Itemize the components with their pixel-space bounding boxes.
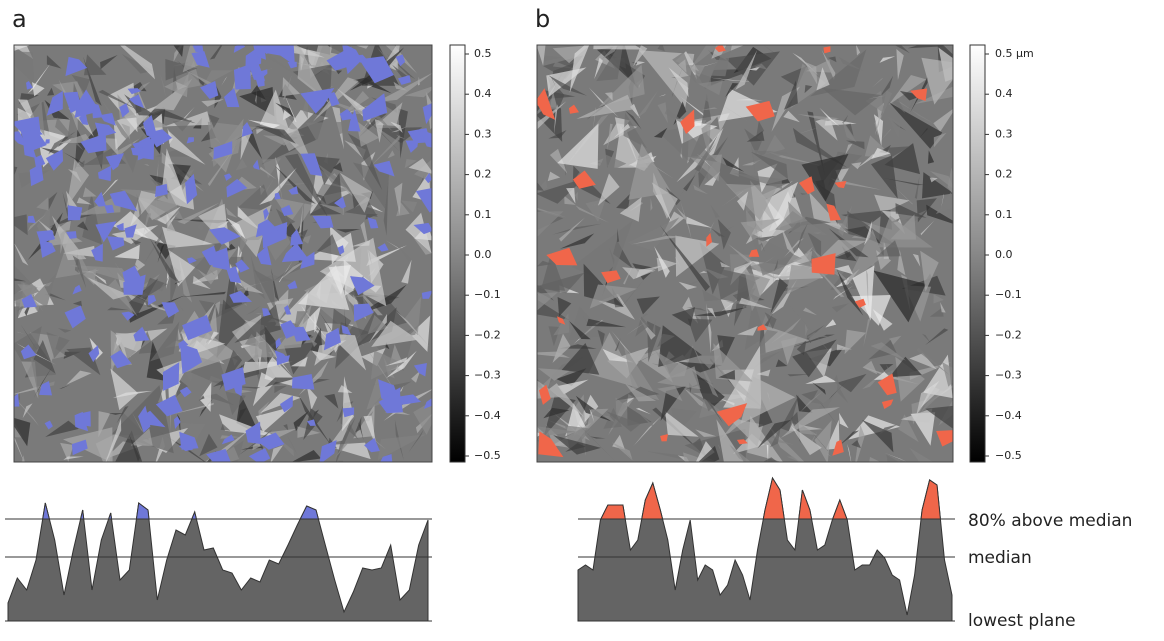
level-label: median — [968, 548, 1032, 568]
colorbar-tick-label: −0.4 — [474, 409, 501, 422]
colorbar-tick-label: 0.3 — [995, 127, 1013, 140]
colorbar — [970, 45, 985, 462]
facet — [636, 38, 650, 45]
facet — [814, 22, 866, 42]
highlight-patch — [68, 205, 83, 220]
profile — [8, 503, 428, 621]
panel-label: b — [535, 5, 550, 33]
colorbar-tick-label: 0.4 — [474, 87, 492, 100]
colorbar-tick-label: 0.1 — [474, 208, 492, 221]
colorbar-tick-label: 0.2 — [995, 168, 1013, 181]
colorbar-tick-label: 0.0 — [995, 248, 1013, 261]
colorbar-tick-label: 0.2 — [474, 168, 492, 181]
facet — [525, 384, 534, 425]
colorbar-tick-label: 0.4 — [995, 87, 1013, 100]
facet — [750, 27, 773, 42]
colorbar-tick-label: 0.5 µm — [995, 47, 1034, 60]
facet — [0, 154, 3, 180]
colorbar-tick-label: −0.4 — [995, 409, 1022, 422]
colorbar-tick-label: −0.1 — [474, 288, 501, 301]
panel-label: a — [12, 5, 27, 33]
colorbar-tick-label: −0.3 — [474, 369, 501, 382]
colorbar-tick-label: −0.3 — [995, 369, 1022, 382]
colorbar-tick-label: −0.5 — [995, 449, 1022, 462]
colorbar-tick-label: −0.2 — [474, 328, 501, 341]
profile — [578, 478, 952, 621]
facet — [515, 95, 522, 121]
facet — [956, 389, 963, 406]
colorbar-tick-label: 0.1 — [995, 208, 1013, 221]
level-label: 80% above median — [968, 511, 1132, 531]
colorbar-tick-label: 0.3 — [474, 127, 492, 140]
colorbar-tick-label: −0.2 — [995, 328, 1022, 341]
facet — [310, 28, 331, 45]
level-label: lowest plane — [968, 611, 1076, 631]
colorbar-tick-label: −0.1 — [995, 288, 1022, 301]
colorbar-tick-label: −0.5 — [474, 449, 501, 462]
facet — [336, 462, 357, 479]
colorbar — [450, 45, 465, 462]
colorbar-tick-label: 0.0 — [474, 248, 492, 261]
surface-map — [515, 22, 978, 489]
colorbar-tick-label: 0.5 — [474, 47, 492, 60]
surface-map — [0, 17, 447, 499]
